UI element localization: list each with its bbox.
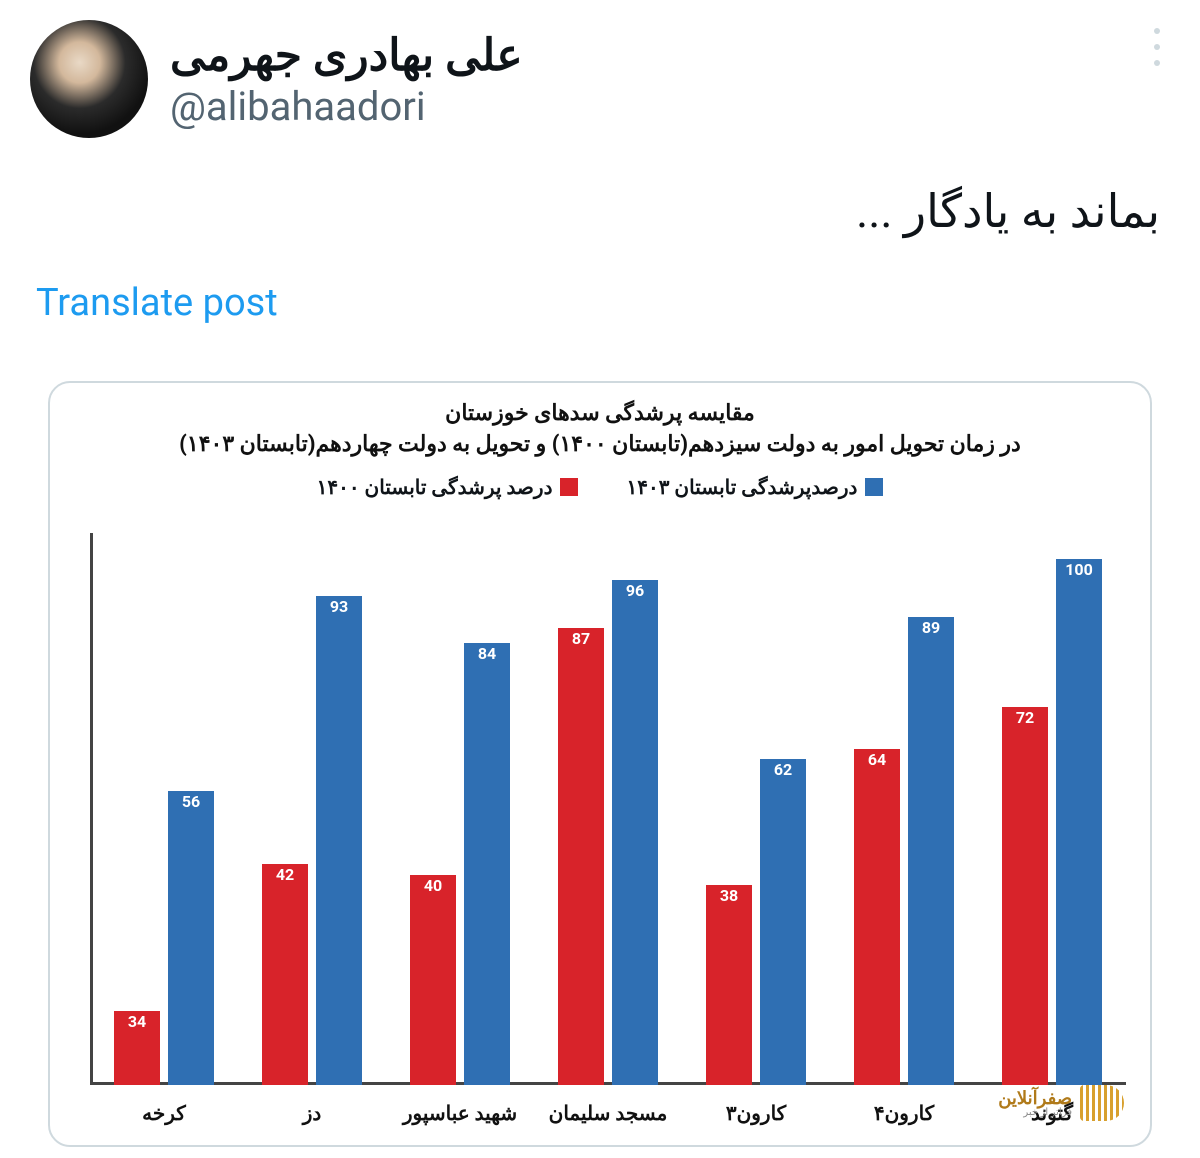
legend-series-b: درصد پرشدگی تابستان ۱۴۰۰ [317, 475, 579, 499]
tweet-text: بماند به یادگار ... [30, 184, 1160, 239]
bar-value-blue: 56 [168, 791, 214, 813]
bar-red: 42 [262, 864, 308, 1085]
bar-blue: 93 [316, 596, 362, 1085]
bar-red: 40 [410, 875, 456, 1085]
x-axis-labels: کرخه دز شهید عباسپور مسجد سلیمان کارون۳ کارون… [90, 1095, 1126, 1125]
bar-value-blue: 93 [316, 596, 362, 618]
bar-red: 72 [1002, 707, 1048, 1086]
bar-value-red: 72 [1002, 707, 1048, 729]
legend-label-b: درصد پرشدگی تابستان ۱۴۰۰ [317, 475, 553, 499]
bar-group: 34 56 [114, 791, 214, 1085]
bar-red: 87 [558, 628, 604, 1085]
bar-blue: 100 [1056, 559, 1102, 1085]
bar-group: 40 84 [410, 643, 510, 1085]
x-label: کرخه [142, 1101, 186, 1125]
bar-value-blue: 62 [760, 759, 806, 781]
bar-blue: 89 [908, 617, 954, 1085]
bar-blue: 84 [464, 643, 510, 1085]
x-label: کارون۳ [726, 1101, 786, 1125]
x-label: کارون۴ [874, 1101, 934, 1125]
chart-title-line1: مقایسه پرشدگی سدهای خوزستان [60, 401, 1140, 426]
legend-label-a: درصدپرشدگی تابستان ۱۴۰۳ [626, 475, 857, 499]
legend-swatch-b [560, 478, 578, 496]
handle[interactable]: @alibahaadori [170, 83, 523, 130]
bar-value-red: 34 [114, 1011, 160, 1033]
avatar[interactable] [30, 20, 148, 138]
bar-group: 64 89 [854, 617, 954, 1085]
bar-red: 64 [854, 749, 900, 1085]
bar-value-red: 64 [854, 749, 900, 771]
watermark-text: صفرآنلاین [998, 1088, 1072, 1109]
translate-link[interactable]: Translate post [36, 281, 1170, 325]
bar-group: 72 100 [1002, 559, 1102, 1085]
watermark-icon [1080, 1085, 1124, 1121]
bar-blue: 56 [168, 791, 214, 1085]
bar-red: 34 [114, 1011, 160, 1085]
bar-blue: 96 [612, 580, 658, 1085]
x-label: مسجد سلیمان [549, 1101, 668, 1125]
bar-red: 38 [706, 885, 752, 1085]
x-label: دز [303, 1101, 322, 1125]
bar-group: 87 96 [558, 580, 658, 1085]
chart-plot-area: 34 56 42 93 40 84 87 96 38 62 64 89 72 100 [90, 533, 1126, 1085]
chart-legend: درصدپرشدگی تابستان ۱۴۰۳ درصد پرشدگی تابس… [60, 475, 1140, 499]
bar-value-blue: 89 [908, 617, 954, 639]
bar-value-red: 87 [558, 628, 604, 650]
chart-card: مقایسه پرشدگی سدهای خوزستان در زمان تحوی… [48, 381, 1152, 1147]
bar-value-blue: 84 [464, 643, 510, 665]
bar-blue: 62 [760, 759, 806, 1085]
chart-title-line2: در زمان تحویل امور به دولت سیزدهم(تابستا… [60, 432, 1140, 457]
bar-value-red: 40 [410, 875, 456, 897]
display-name[interactable]: علی بهادری جهرمی [170, 29, 523, 81]
bar-value-blue: 100 [1056, 559, 1102, 581]
bar-value-red: 42 [262, 864, 308, 886]
more-icon[interactable] [1154, 28, 1160, 66]
bar-value-red: 38 [706, 885, 752, 907]
legend-swatch-a [865, 478, 883, 496]
y-axis [90, 533, 93, 1085]
legend-series-a: درصدپرشدگی تابستان ۱۴۰۳ [626, 475, 883, 499]
tweet-header: علی بهادری جهرمی @alibahaadori [30, 20, 1170, 138]
bar-group: 38 62 [706, 759, 806, 1085]
watermark: صفرآنلاین فراتر از خبر [998, 1085, 1124, 1121]
x-label: شهید عباسپور [403, 1101, 517, 1125]
bar-value-blue: 96 [612, 580, 658, 602]
bar-group: 42 93 [262, 596, 362, 1085]
